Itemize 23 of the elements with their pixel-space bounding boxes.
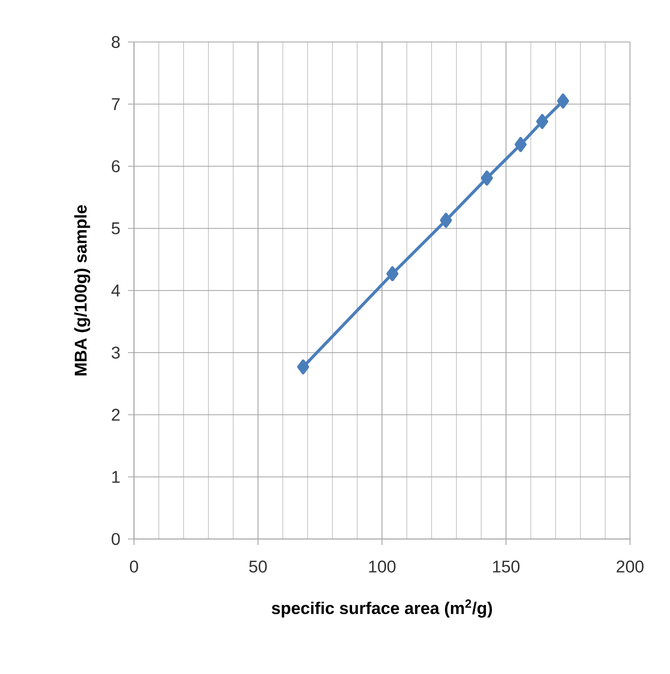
x-tick-label: 50 [249,560,267,573]
point [297,359,310,374]
y-tick-label: 5 [112,222,120,234]
point [536,114,548,130]
x-axis-title: specific surface area (m$^{2}$/g) [272,599,492,618]
point [514,137,527,152]
x-tick-label: 0 [130,560,138,573]
y-tick-label: 2 [112,408,120,421]
point [557,94,570,109]
point [480,170,493,186]
point [440,212,452,228]
y-tick-label: 6 [112,160,120,172]
y-tick-label: 1 [112,471,120,483]
y-tick-label: 4 [111,284,120,296]
point [386,266,398,282]
y-tick-label: 8 [112,36,120,48]
y-tick-label: 0 [112,532,120,546]
x-tick-label: 200 [616,560,644,573]
y-axis-title: MBA (g/100g) sample [74,205,90,376]
y-tick-label: 3 [112,346,120,359]
y-tick-label: 7 [112,98,120,110]
x-tick-label: 150 [493,560,520,573]
x-tick-label: 100 [369,560,396,573]
